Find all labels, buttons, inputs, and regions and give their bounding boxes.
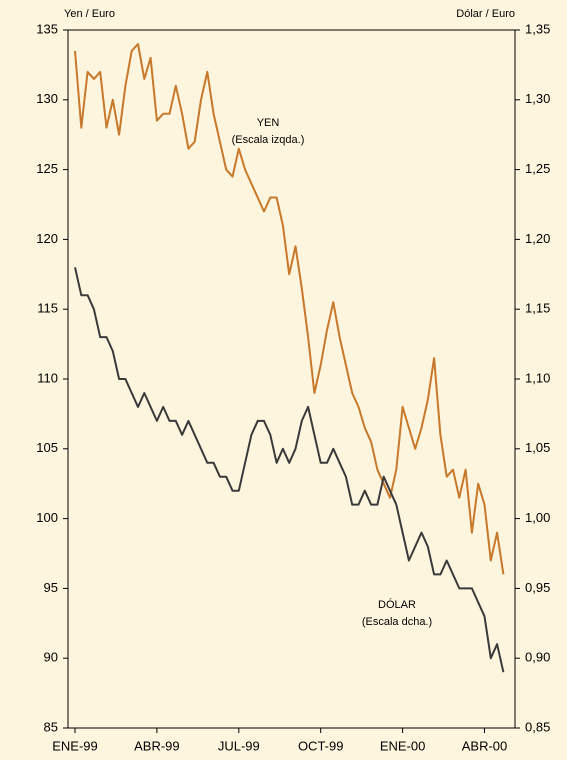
- y-tick-label: 105: [36, 440, 58, 455]
- line-series: [74, 43, 505, 575]
- y-tick-label: 115: [37, 301, 58, 316]
- x-tick-label: OCT-99: [298, 738, 344, 753]
- y2-tick-label: 1,00: [525, 510, 550, 525]
- y2-tick-label: 1,35: [525, 21, 550, 36]
- x-tick-label: JUL-99: [218, 738, 260, 753]
- y-tick-label: 130: [36, 91, 58, 106]
- annotation: (Escala izqda.): [232, 134, 305, 146]
- y2-tick-label: 1,10: [525, 370, 550, 385]
- y2-tick-label: 1,25: [525, 161, 550, 176]
- y-tick-label: 85: [44, 719, 58, 734]
- y-tick-label: 120: [36, 231, 58, 246]
- y2-axis-label: Dólar / Euro: [456, 8, 515, 20]
- y-tick-label: 110: [37, 370, 58, 385]
- y2-tick-label: 0,95: [525, 580, 550, 595]
- x-tick-label: ABR-99: [134, 738, 180, 753]
- annotation: YEN: [257, 117, 280, 129]
- y2-tick-label: 1,05: [525, 440, 550, 455]
- y-tick-label: 90: [44, 650, 58, 665]
- y2-tick-label: 0,90: [525, 650, 550, 665]
- x-tick-label: ENE-00: [380, 738, 426, 753]
- x-tick-label: ENE-99: [52, 738, 98, 753]
- y-tick-label: 100: [36, 510, 58, 525]
- line-series: [74, 267, 505, 673]
- x-tick-label: ABR-00: [462, 738, 508, 753]
- annotation: (Escala dcha.): [362, 616, 432, 628]
- y-tick-label: 95: [44, 580, 58, 595]
- y-tick-label: 135: [36, 21, 58, 36]
- y2-tick-label: 1,20: [525, 231, 550, 246]
- annotation: DÓLAR: [378, 598, 416, 611]
- y2-tick-label: 1,15: [525, 301, 550, 316]
- y2-tick-label: 1,30: [525, 91, 550, 106]
- y-tick-label: 125: [36, 161, 58, 176]
- y2-tick-label: 0,85: [525, 719, 550, 734]
- y-axis-label: Yen / Euro: [64, 8, 115, 20]
